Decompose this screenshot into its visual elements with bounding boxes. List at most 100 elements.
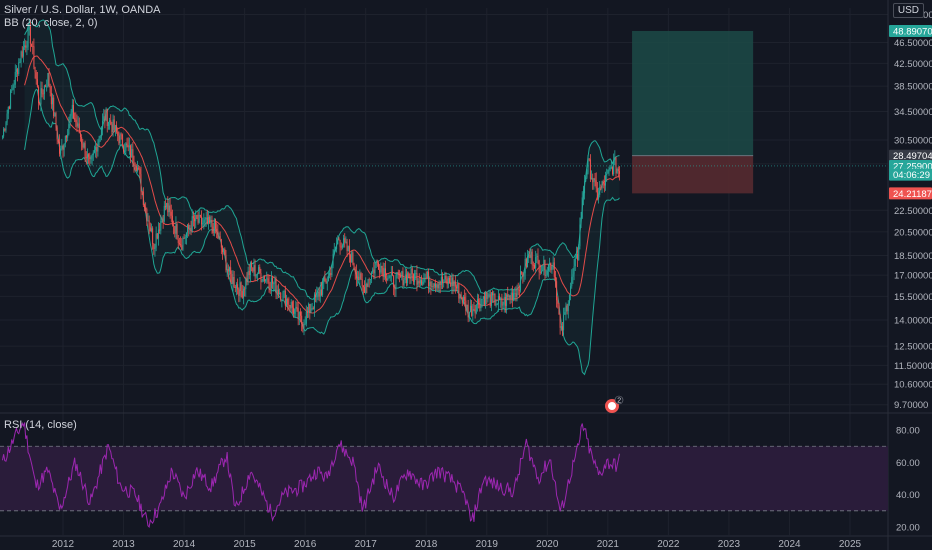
candle-body bbox=[110, 120, 112, 125]
candle-body bbox=[379, 269, 381, 273]
candle-body bbox=[302, 323, 304, 329]
candle-body bbox=[496, 303, 498, 305]
candle-body bbox=[457, 284, 459, 289]
rsi-legend[interactable]: RSI (14, close) bbox=[4, 419, 77, 431]
candle-body bbox=[62, 145, 64, 150]
candle-body bbox=[478, 299, 480, 305]
price-tag-label: 48.89070 bbox=[893, 26, 932, 37]
candle-body bbox=[418, 281, 420, 284]
candle-body bbox=[614, 157, 616, 160]
candle-body bbox=[540, 271, 542, 273]
candle-body bbox=[19, 62, 21, 64]
candle-body bbox=[483, 296, 485, 305]
candle-body bbox=[289, 305, 291, 309]
candle-body bbox=[286, 299, 288, 306]
candle-body bbox=[384, 268, 386, 279]
candle-body bbox=[601, 181, 603, 188]
price-tick-label: 38.50000 bbox=[894, 82, 932, 93]
candle-body bbox=[293, 307, 295, 314]
candle-body bbox=[432, 286, 434, 287]
rsi-tick-label: 80.00 bbox=[896, 426, 920, 437]
candle-body bbox=[475, 304, 477, 314]
candle-body bbox=[251, 262, 253, 268]
candle-body bbox=[280, 292, 282, 301]
candle-body bbox=[238, 289, 240, 296]
candle-body bbox=[559, 314, 561, 328]
candle-body bbox=[31, 43, 33, 47]
candle-body bbox=[359, 273, 361, 281]
candle-body bbox=[106, 108, 108, 126]
candle-body bbox=[301, 315, 303, 324]
candle-body bbox=[367, 279, 369, 287]
candle-body bbox=[462, 296, 464, 304]
candle-body bbox=[246, 278, 248, 283]
bb-legend[interactable]: BB (20, close, 2, 0) bbox=[4, 17, 98, 29]
candle-body bbox=[368, 279, 370, 281]
candle-body bbox=[612, 167, 614, 175]
candle-body bbox=[607, 170, 609, 174]
candle-body bbox=[561, 326, 563, 331]
currency-button[interactable]: USD bbox=[892, 3, 924, 18]
symbol-legend[interactable]: Silver / U.S. Dollar, 1W, OANDA bbox=[4, 4, 161, 16]
candle-body bbox=[554, 276, 556, 282]
candle-body bbox=[522, 273, 524, 277]
candle-body bbox=[521, 271, 523, 274]
price-tag-box bbox=[889, 187, 932, 200]
candle-body bbox=[213, 218, 215, 233]
candle-body bbox=[187, 224, 189, 233]
candle-body bbox=[440, 276, 442, 286]
candle-body bbox=[226, 268, 228, 271]
candle-body bbox=[275, 279, 277, 294]
candle-body bbox=[168, 205, 170, 213]
candle-body bbox=[102, 120, 104, 130]
candle-body bbox=[485, 292, 487, 305]
price-tick-label: 20.50000 bbox=[894, 227, 932, 238]
candle-body bbox=[331, 265, 333, 276]
candle-body bbox=[40, 88, 42, 105]
candle-body bbox=[227, 268, 229, 272]
price-candles bbox=[1, 19, 620, 337]
candle-body bbox=[326, 281, 328, 284]
candle-body bbox=[100, 129, 102, 137]
price-tag-label: 27.25900 bbox=[893, 161, 932, 172]
candle-body bbox=[613, 159, 615, 175]
candle-body bbox=[547, 264, 549, 271]
candle-body bbox=[412, 274, 414, 282]
candle-body bbox=[617, 169, 619, 172]
time-tick-label: 2014 bbox=[173, 539, 196, 550]
candle-body bbox=[405, 274, 407, 283]
candle-body bbox=[163, 205, 165, 222]
candle-body bbox=[534, 265, 536, 269]
candle-body bbox=[79, 133, 81, 137]
candle-body bbox=[146, 209, 148, 221]
candle-body bbox=[197, 218, 199, 223]
candle-body bbox=[27, 29, 29, 47]
candle-body bbox=[194, 218, 196, 222]
candle-body bbox=[90, 158, 92, 160]
candle-body bbox=[386, 278, 388, 281]
candle-body bbox=[563, 314, 565, 331]
time-tick-label: 2022 bbox=[657, 539, 680, 550]
time-tick-label: 2013 bbox=[112, 539, 135, 550]
price-tick-label: 11.50000 bbox=[894, 361, 932, 372]
candle-body bbox=[415, 273, 417, 274]
candle-body bbox=[344, 238, 346, 243]
price-tick-label: 42.50000 bbox=[894, 59, 932, 70]
rsi-axis[interactable]: 80.00 60.00 40.00 20.00 bbox=[896, 426, 920, 534]
candle-body bbox=[169, 205, 171, 212]
time-tick-label: 2023 bbox=[718, 539, 741, 550]
candle-body bbox=[565, 305, 567, 313]
long-position-tool[interactable] bbox=[0, 30, 888, 194]
candle-body bbox=[352, 252, 354, 265]
alert-marker-icon[interactable]: 2 bbox=[605, 395, 624, 413]
candle-body bbox=[287, 299, 289, 305]
candle-body bbox=[248, 270, 250, 276]
time-axis[interactable]: 2012 2013 2014 2015 2016 2017 2018 2019 2020 2021… bbox=[52, 539, 862, 550]
bb-fill bbox=[24, 19, 620, 375]
candle-body bbox=[277, 289, 279, 295]
candle-body bbox=[206, 217, 208, 224]
candle-body bbox=[7, 107, 9, 114]
candle-body bbox=[527, 256, 529, 268]
